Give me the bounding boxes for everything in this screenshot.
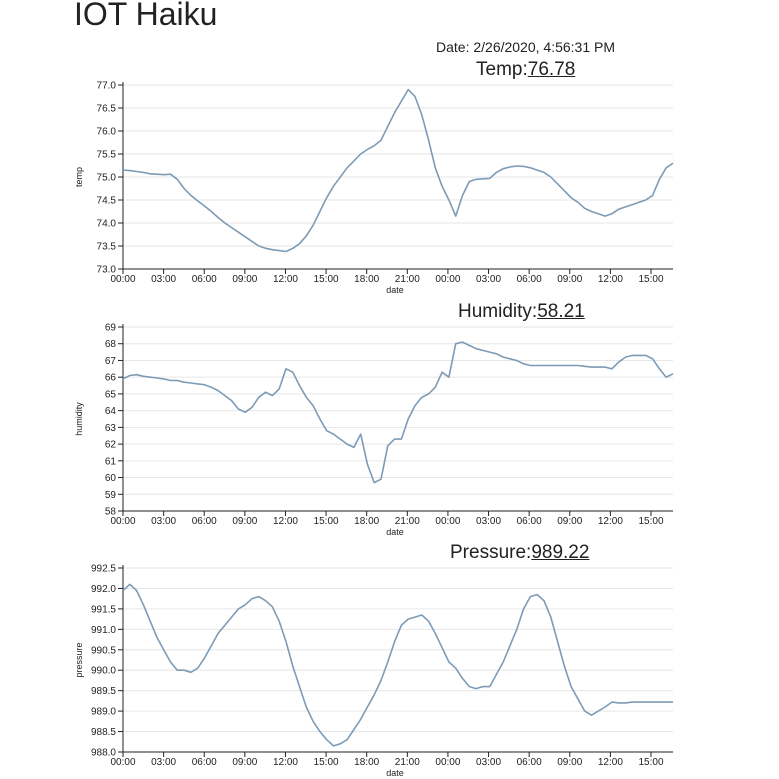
- temp-y-tick-label: 73.0: [97, 265, 117, 276]
- pressure-y-tick-label: 988.5: [91, 727, 116, 738]
- humidity-series-line: [122, 341, 674, 484]
- pressure-x-tick-label: 18:00: [354, 757, 379, 768]
- temp-reading-label: Temp:: [476, 59, 528, 80]
- humidity-x-tick-label: 09:00: [557, 516, 582, 527]
- temp-y-tick-label: 74.0: [97, 219, 117, 230]
- humidity-y-tick-label: 61: [105, 456, 117, 467]
- pressure-x-tick-label: 15:00: [638, 757, 663, 768]
- humidity-x-tick-label: 15:00: [638, 516, 663, 527]
- temp-x-tick-label: 00:00: [435, 274, 460, 285]
- humidity-chart: 58 59 60 61 62 63 64 65 66 67 68 69 00:00 03:00 06:00 0…: [74, 323, 674, 537]
- pressure-x-tick-label: 00:00: [110, 757, 135, 768]
- pressure-y-tick-label: 990.0: [91, 666, 116, 677]
- temp-x-tick-label: 12:00: [598, 274, 623, 285]
- humidity-y-tick-label: 68: [105, 339, 117, 350]
- pressure-x-tick-label: 00:00: [435, 757, 460, 768]
- temp-x-axis-title: date: [386, 285, 404, 295]
- temp-reading: Temp:76.78: [476, 59, 575, 81]
- humidity-y-tick-label: 66: [105, 373, 117, 384]
- humidity-x-axis-title: date: [386, 527, 404, 537]
- pressure-reading: Pressure:989.22: [450, 542, 589, 564]
- pressure-x-tick-label: 09:00: [557, 757, 582, 768]
- temp-y-tick-label: 75.0: [97, 173, 117, 184]
- humidity-reading: Humidity:58.21: [458, 301, 585, 323]
- pressure-chart: 988.0 988.5 989.0 989.5 990.0 990.5 991.0 991.5…: [74, 564, 673, 778]
- temp-chart: 73.0 73.5 74.0 74.5 75.0 75.5 76.0 76.5 77.0 00:0…: [74, 81, 674, 295]
- humidity-reading-value: 58.21: [537, 301, 585, 322]
- pressure-series-line: [122, 583, 673, 747]
- humidity-x-tick-label: 12:00: [273, 516, 298, 527]
- temp-x-tick-label: 03:00: [151, 274, 176, 285]
- humidity-x-tick-label: 00:00: [110, 516, 135, 527]
- humidity-x-tick-label: 06:00: [517, 516, 542, 527]
- pressure-y-axis-title: pressure: [74, 642, 84, 677]
- temp-y-tick-label: 76.5: [97, 104, 117, 115]
- temp-x-tick-label: 12:00: [273, 274, 298, 285]
- humidity-x-tick-label: 09:00: [232, 516, 257, 527]
- pressure-x-tick-label: 12:00: [273, 757, 298, 768]
- temp-x-tick-label: 21:00: [395, 274, 420, 285]
- humidity-y-tick-label: 65: [105, 389, 117, 400]
- pressure-x-tick-label: 03:00: [151, 757, 176, 768]
- pressure-x-tick-label: 03:00: [476, 757, 501, 768]
- pressure-y-tick-label: 991.5: [91, 604, 116, 615]
- humidity-reading-label: Humidity:: [458, 301, 538, 322]
- pressure-y-tick-label: 989.5: [91, 686, 116, 697]
- temp-x-tick-label: 18:00: [354, 274, 379, 285]
- pressure-x-tick-label: 06:00: [517, 757, 542, 768]
- temp-y-tick-label: 75.5: [97, 150, 117, 161]
- pressure-x-axis-title: date: [386, 768, 404, 778]
- humidity-x-tick-label: 03:00: [476, 516, 501, 527]
- temp-x-tick-label: 03:00: [476, 274, 501, 285]
- pressure-y-tick-label: 992.5: [91, 564, 116, 575]
- humidity-x-tick-label: 06:00: [192, 516, 217, 527]
- date-label: Date: 2/26/2020, 4:56:31 PM: [436, 39, 616, 55]
- humidity-y-tick-label: 69: [105, 323, 117, 334]
- temp-x-tick-label: 15:00: [314, 274, 339, 285]
- humidity-y-tick-label: 60: [105, 473, 117, 484]
- pressure-y-tick-label: 990.5: [91, 645, 116, 656]
- pressure-x-tick-label: 21:00: [395, 757, 420, 768]
- pressure-y-tick-label: 988.0: [91, 748, 116, 759]
- pressure-x-tick-label: 06:00: [192, 757, 217, 768]
- temp-x-tick-label: 00:00: [110, 274, 135, 285]
- temp-y-tick-label: 76.0: [97, 127, 117, 138]
- page-title: IOT Haiku: [74, 0, 218, 32]
- pressure-reading-label: Pressure:: [450, 542, 532, 563]
- humidity-y-tick-label: 67: [105, 356, 117, 367]
- humidity-x-tick-label: 00:00: [435, 516, 460, 527]
- humidity-y-tick-label: 58: [105, 507, 117, 518]
- temp-y-tick-label: 73.5: [97, 242, 117, 253]
- temp-y-axis-title: temp: [74, 167, 84, 187]
- humidity-x-tick-label: 21:00: [395, 516, 420, 527]
- humidity-y-axis-title: humidity: [74, 402, 84, 436]
- pressure-y-tick-label: 992.0: [91, 584, 116, 595]
- humidity-y-tick-label: 63: [105, 423, 117, 434]
- pressure-y-tick-label: 991.0: [91, 625, 116, 636]
- temp-reading-value: 76.78: [527, 59, 576, 80]
- temp-x-tick-label: 09:00: [557, 274, 582, 285]
- temp-x-tick-label: 06:00: [192, 274, 217, 285]
- temp-y-tick-label: 77.0: [97, 81, 117, 92]
- temp-x-tick-label: 09:00: [232, 274, 257, 285]
- humidity-y-tick-label: 62: [105, 440, 117, 451]
- temp-x-tick-label: 06:00: [517, 274, 542, 285]
- temp-series-line: [122, 88, 674, 253]
- humidity-y-tick-label: 64: [105, 406, 117, 417]
- humidity-y-tick-label: 59: [105, 490, 117, 501]
- pressure-x-tick-label: 15:00: [314, 757, 339, 768]
- pressure-y-tick-label: 989.0: [91, 707, 116, 718]
- humidity-x-tick-label: 03:00: [151, 516, 176, 527]
- temp-x-tick-label: 15:00: [638, 274, 663, 285]
- pressure-reading-value: 989.22: [531, 542, 590, 563]
- humidity-x-tick-label: 15:00: [314, 516, 339, 527]
- pressure-x-tick-label: 09:00: [232, 757, 257, 768]
- humidity-x-tick-label: 18:00: [354, 516, 379, 527]
- humidity-x-tick-label: 12:00: [598, 516, 623, 527]
- temp-y-tick-label: 74.5: [97, 196, 117, 207]
- pressure-x-tick-label: 12:00: [598, 757, 623, 768]
